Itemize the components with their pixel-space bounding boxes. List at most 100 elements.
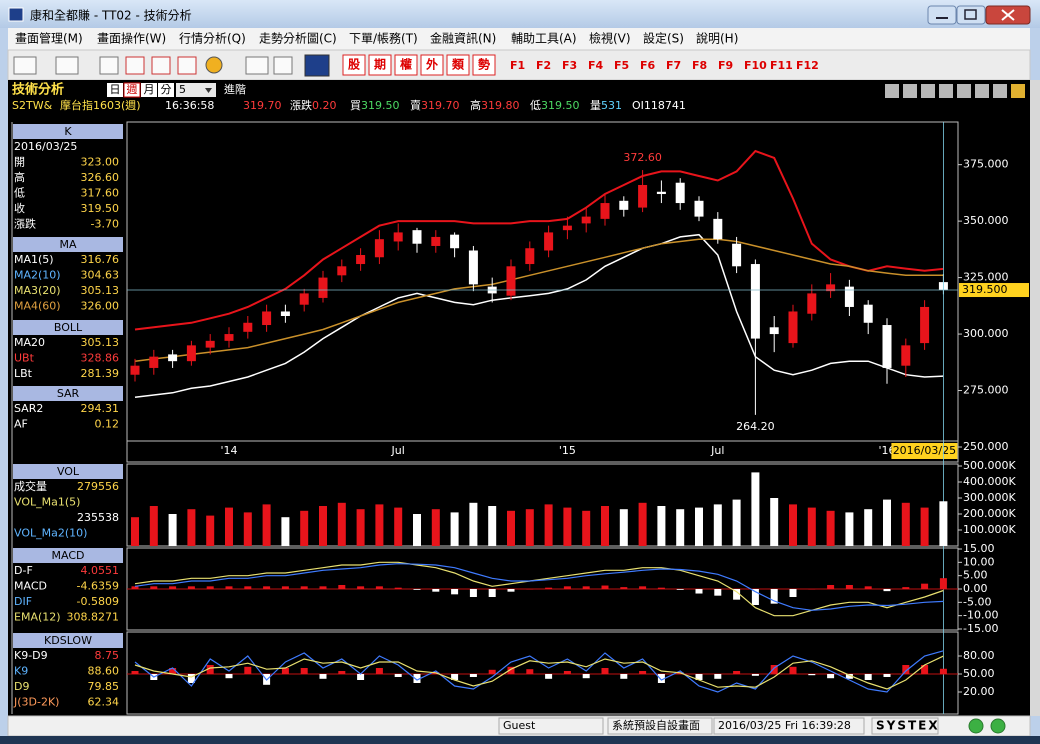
histogram-bar	[733, 589, 741, 600]
histogram-bar	[789, 666, 797, 674]
advanced-link[interactable]: 進階	[224, 83, 246, 96]
candle-body	[675, 182, 685, 204]
chart-tool[interactable]	[885, 84, 899, 98]
panel-label: EMA(12)	[14, 611, 61, 624]
histogram-bar	[507, 589, 515, 592]
menu-item[interactable]: 檢視(V)	[589, 31, 631, 46]
quote-item: 319.70	[243, 99, 282, 112]
chart-tool[interactable]	[939, 84, 953, 98]
market-button[interactable]	[446, 54, 470, 76]
volume-frame	[126, 463, 959, 547]
period-label[interactable]: 月	[144, 83, 155, 96]
quote-label: 低	[530, 98, 541, 112]
chart-tool[interactable]	[1011, 84, 1025, 98]
function-key[interactable]: F2	[536, 59, 551, 72]
function-key[interactable]: F11	[770, 59, 793, 72]
candle-body	[450, 234, 460, 249]
period-label[interactable]: 分	[161, 83, 172, 96]
menu-item[interactable]: 輔助工具(A)	[511, 32, 577, 46]
status-text: Guest	[503, 719, 536, 732]
y-tick-label: 300.000K	[963, 491, 1016, 504]
histogram-bar	[695, 589, 703, 594]
histogram-bar	[244, 666, 252, 674]
tool-button[interactable]	[99, 56, 119, 75]
panel-label: MACD	[14, 580, 47, 593]
period-box-selected[interactable]	[123, 82, 141, 98]
candle-body	[280, 311, 290, 316]
market-button[interactable]	[342, 54, 366, 76]
histogram-bar	[563, 586, 571, 589]
candle-body	[356, 255, 366, 265]
period-box[interactable]	[107, 83, 123, 97]
histogram-bar	[620, 587, 628, 589]
function-key[interactable]: F8	[692, 59, 707, 72]
tool-button[interactable]	[13, 56, 37, 75]
chart-tool[interactable]	[921, 84, 935, 98]
quote-value: 0.20	[312, 99, 337, 112]
status-cell	[713, 717, 865, 735]
market-button[interactable]	[472, 54, 496, 76]
menu-item[interactable]: 下單/帳務(T)	[349, 32, 418, 46]
chart-tool[interactable]	[993, 84, 1007, 98]
function-key[interactable]: F4	[588, 59, 604, 72]
chart-tool[interactable]	[957, 84, 971, 98]
minutes-dropdown[interactable]	[176, 83, 216, 97]
histogram-bar	[319, 674, 327, 679]
tool-button[interactable]	[151, 56, 171, 75]
function-key[interactable]: F12	[796, 59, 819, 72]
function-key[interactable]: F7	[666, 59, 681, 72]
panel-label: 低	[14, 186, 25, 200]
function-key[interactable]: F3	[562, 59, 577, 72]
panel-title: VOL	[57, 465, 80, 478]
menu-item[interactable]: 金融資訊(N)	[430, 31, 496, 46]
tool-button[interactable]	[245, 56, 269, 75]
tool-button[interactable]	[273, 56, 293, 75]
candle-body	[920, 306, 930, 344]
histogram-bar	[488, 589, 496, 597]
panel-value: 316.76	[81, 253, 120, 266]
panel-value: -3.70	[91, 218, 119, 231]
tool-button[interactable]	[304, 54, 330, 77]
menu-item[interactable]: 畫面操作(W)	[97, 31, 166, 46]
period-label[interactable]: 週	[127, 82, 138, 96]
panel-label: MA20	[14, 336, 45, 349]
panel-header	[13, 633, 123, 648]
function-key[interactable]: F10	[744, 59, 767, 72]
histogram-bar	[620, 674, 628, 679]
volume-bar	[431, 509, 440, 546]
menu-item[interactable]: 說明(H)	[696, 32, 738, 46]
tool-button[interactable]	[55, 56, 79, 75]
function-key[interactable]: F1	[510, 59, 525, 72]
menu-item[interactable]: 走勢分析圖(C)	[259, 31, 337, 46]
chart-tool[interactable]	[975, 84, 989, 98]
minutes-value: 5	[179, 83, 186, 96]
market-button-label: 勢	[478, 57, 490, 72]
tool-button[interactable]	[177, 56, 197, 75]
period-box[interactable]	[158, 83, 174, 97]
y-tick-label: 400.000K	[963, 475, 1016, 488]
tool-button[interactable]	[125, 56, 145, 75]
minimize-button[interactable]	[927, 5, 957, 25]
candle-body	[882, 325, 892, 368]
panel-value: 0.12	[95, 418, 120, 431]
function-key[interactable]: F5	[614, 59, 629, 72]
period-label[interactable]: 日	[110, 83, 121, 96]
maximize-button[interactable]	[956, 5, 986, 25]
market-button[interactable]	[394, 54, 418, 76]
histogram-bar	[225, 586, 233, 589]
period-box[interactable]	[141, 83, 157, 97]
quote-value: 16:36:58	[165, 99, 214, 112]
menu-item[interactable]: 設定(S)	[643, 31, 684, 46]
menu-item[interactable]: 畫面管理(M)	[15, 31, 83, 46]
histogram-bar	[545, 587, 553, 589]
quote-item: OI118741	[632, 99, 686, 112]
market-button[interactable]	[368, 54, 392, 76]
market-button[interactable]	[420, 54, 444, 76]
chart-tool[interactable]	[903, 84, 917, 98]
function-key[interactable]: F6	[640, 59, 656, 72]
menu-item[interactable]: 行情分析(Q)	[179, 32, 246, 46]
tool-button[interactable]	[205, 56, 223, 74]
function-key[interactable]: F9	[718, 59, 733, 72]
x-tick-label: '16	[878, 444, 895, 457]
